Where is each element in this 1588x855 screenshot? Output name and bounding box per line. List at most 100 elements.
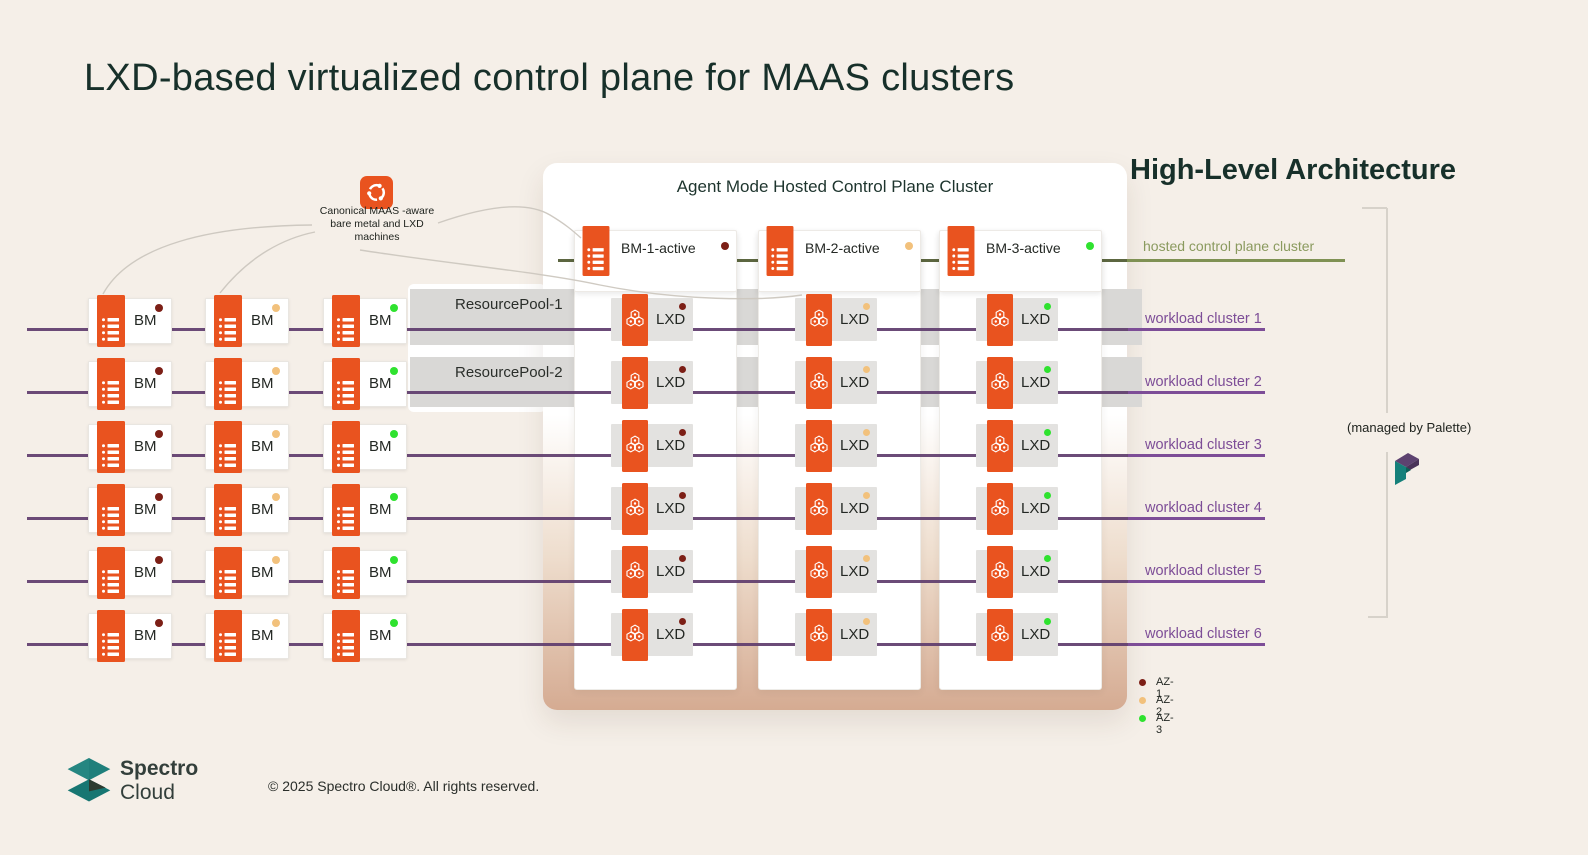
lxd-icon [987, 294, 1013, 346]
lxd-label: LXD [840, 437, 870, 454]
server-list-icon [97, 484, 125, 536]
lxd-node: LXD [795, 487, 877, 530]
lxd-icon [622, 546, 648, 598]
server-list-icon [947, 226, 975, 276]
az1-status-dot [679, 303, 686, 310]
server-list-icon [214, 295, 242, 347]
bm-label: BM [134, 438, 157, 455]
lxd-node: LXD [976, 424, 1058, 467]
annotation-text: Canonical MAAS -aware bare metal and LXD… [302, 205, 452, 244]
annotation-line-1: Canonical MAAS -aware [319, 205, 435, 217]
bm-label: BM [369, 627, 392, 644]
bracket-top-cap [1362, 207, 1387, 209]
lxd-icon [987, 357, 1013, 409]
lxd-icon [806, 609, 832, 661]
workload-network-line-1 [27, 328, 1142, 331]
az3-status-dot [1044, 366, 1051, 373]
az3-status-dot [390, 430, 398, 438]
az2-status-dot [272, 493, 280, 501]
lxd-node: LXD [976, 298, 1058, 341]
lxd-icon [622, 483, 648, 535]
brand-name-spectro: Spectro [120, 757, 199, 780]
lxd-label: LXD [1021, 437, 1051, 454]
lxd-label: LXD [840, 311, 870, 328]
az1-status-dot [679, 555, 686, 562]
bm-node: BM [205, 550, 289, 596]
server-list-icon [97, 358, 125, 410]
bm-label: BM [134, 501, 157, 518]
bm-node: BM [88, 550, 172, 596]
az2-status-dot [272, 304, 280, 312]
lxd-node: LXD [795, 361, 877, 404]
workload-label-line-5 [1128, 580, 1265, 583]
annotation-line-3: machines [354, 231, 400, 243]
lxd-label: LXD [656, 626, 686, 643]
bm-active-node-2: BM-2-active [758, 230, 921, 292]
lxd-icon [987, 483, 1013, 535]
spectro-cloud-logo [67, 758, 111, 802]
bm-node: BM [88, 613, 172, 659]
workload-network-line-3 [27, 454, 1142, 457]
bm-node: BM [205, 424, 289, 470]
workload-cluster-label-2: workload cluster 2 [1145, 374, 1262, 390]
az2-status-dot [863, 303, 870, 310]
server-list-icon [766, 226, 794, 276]
bm-label: BM [369, 564, 392, 581]
server-list-icon [332, 610, 360, 662]
server-list-icon [214, 421, 242, 473]
az1-status-dot [155, 493, 163, 501]
lxd-node: LXD [976, 487, 1058, 530]
server-list-icon [97, 547, 125, 599]
bm-label: BM [134, 627, 157, 644]
bm-label: BM [369, 501, 392, 518]
lxd-icon [806, 420, 832, 472]
lxd-node: LXD [795, 298, 877, 341]
lxd-label: LXD [656, 374, 686, 391]
az2-status-dot [863, 366, 870, 373]
workload-network-line-5 [27, 580, 1142, 583]
lxd-icon [987, 546, 1013, 598]
workload-label-line-2 [1128, 391, 1265, 394]
resource-pool-label-2: ResourcePool-2 [455, 364, 563, 381]
lxd-label: LXD [656, 311, 686, 328]
bracket-upper-segment [1386, 208, 1388, 413]
server-list-icon [214, 547, 242, 599]
lxd-icon [622, 294, 648, 346]
bracket-bottom-cap [1368, 616, 1388, 618]
az3-legend-label: AZ-3 [1156, 712, 1174, 736]
az1-status-dot [679, 366, 686, 373]
panel-title: Agent Mode Hosted Control Plane Cluster [676, 177, 994, 196]
server-list-icon [97, 295, 125, 347]
bm-active-node-1: BM-1-active [574, 230, 737, 292]
az2-legend-label: AZ-2 [1156, 694, 1174, 718]
lxd-icon [987, 609, 1013, 661]
workload-cluster-label-6: workload cluster 6 [1145, 626, 1262, 642]
lxd-icon [806, 357, 832, 409]
lxd-node: LXD [611, 550, 693, 593]
workload-label-line-3 [1128, 454, 1265, 457]
server-list-icon [332, 547, 360, 599]
az3-status-dot [390, 556, 398, 564]
az1-status-dot [721, 242, 729, 250]
az3-status-dot [390, 493, 398, 501]
architecture-heading: High-Level Architecture [1130, 154, 1457, 186]
lxd-node: LXD [611, 487, 693, 530]
bm-label: BM [134, 564, 157, 581]
bm-node: BM [323, 361, 407, 407]
bm-label: BM [251, 501, 274, 518]
bm-node: BM [205, 361, 289, 407]
palette-logo [1395, 453, 1419, 485]
workload-label-line-6 [1128, 643, 1265, 646]
az1-status-dot [679, 492, 686, 499]
workload-cluster-label-3: workload cluster 3 [1145, 437, 1262, 453]
bm-node: BM [88, 298, 172, 344]
az1-status-dot [155, 556, 163, 564]
server-list-icon [97, 421, 125, 473]
lxd-label: LXD [1021, 500, 1051, 517]
bm-node: BM [323, 613, 407, 659]
az3-status-dot [1044, 429, 1051, 436]
az3-legend-dot [1139, 715, 1146, 722]
lxd-icon [806, 546, 832, 598]
az1-status-dot [155, 430, 163, 438]
